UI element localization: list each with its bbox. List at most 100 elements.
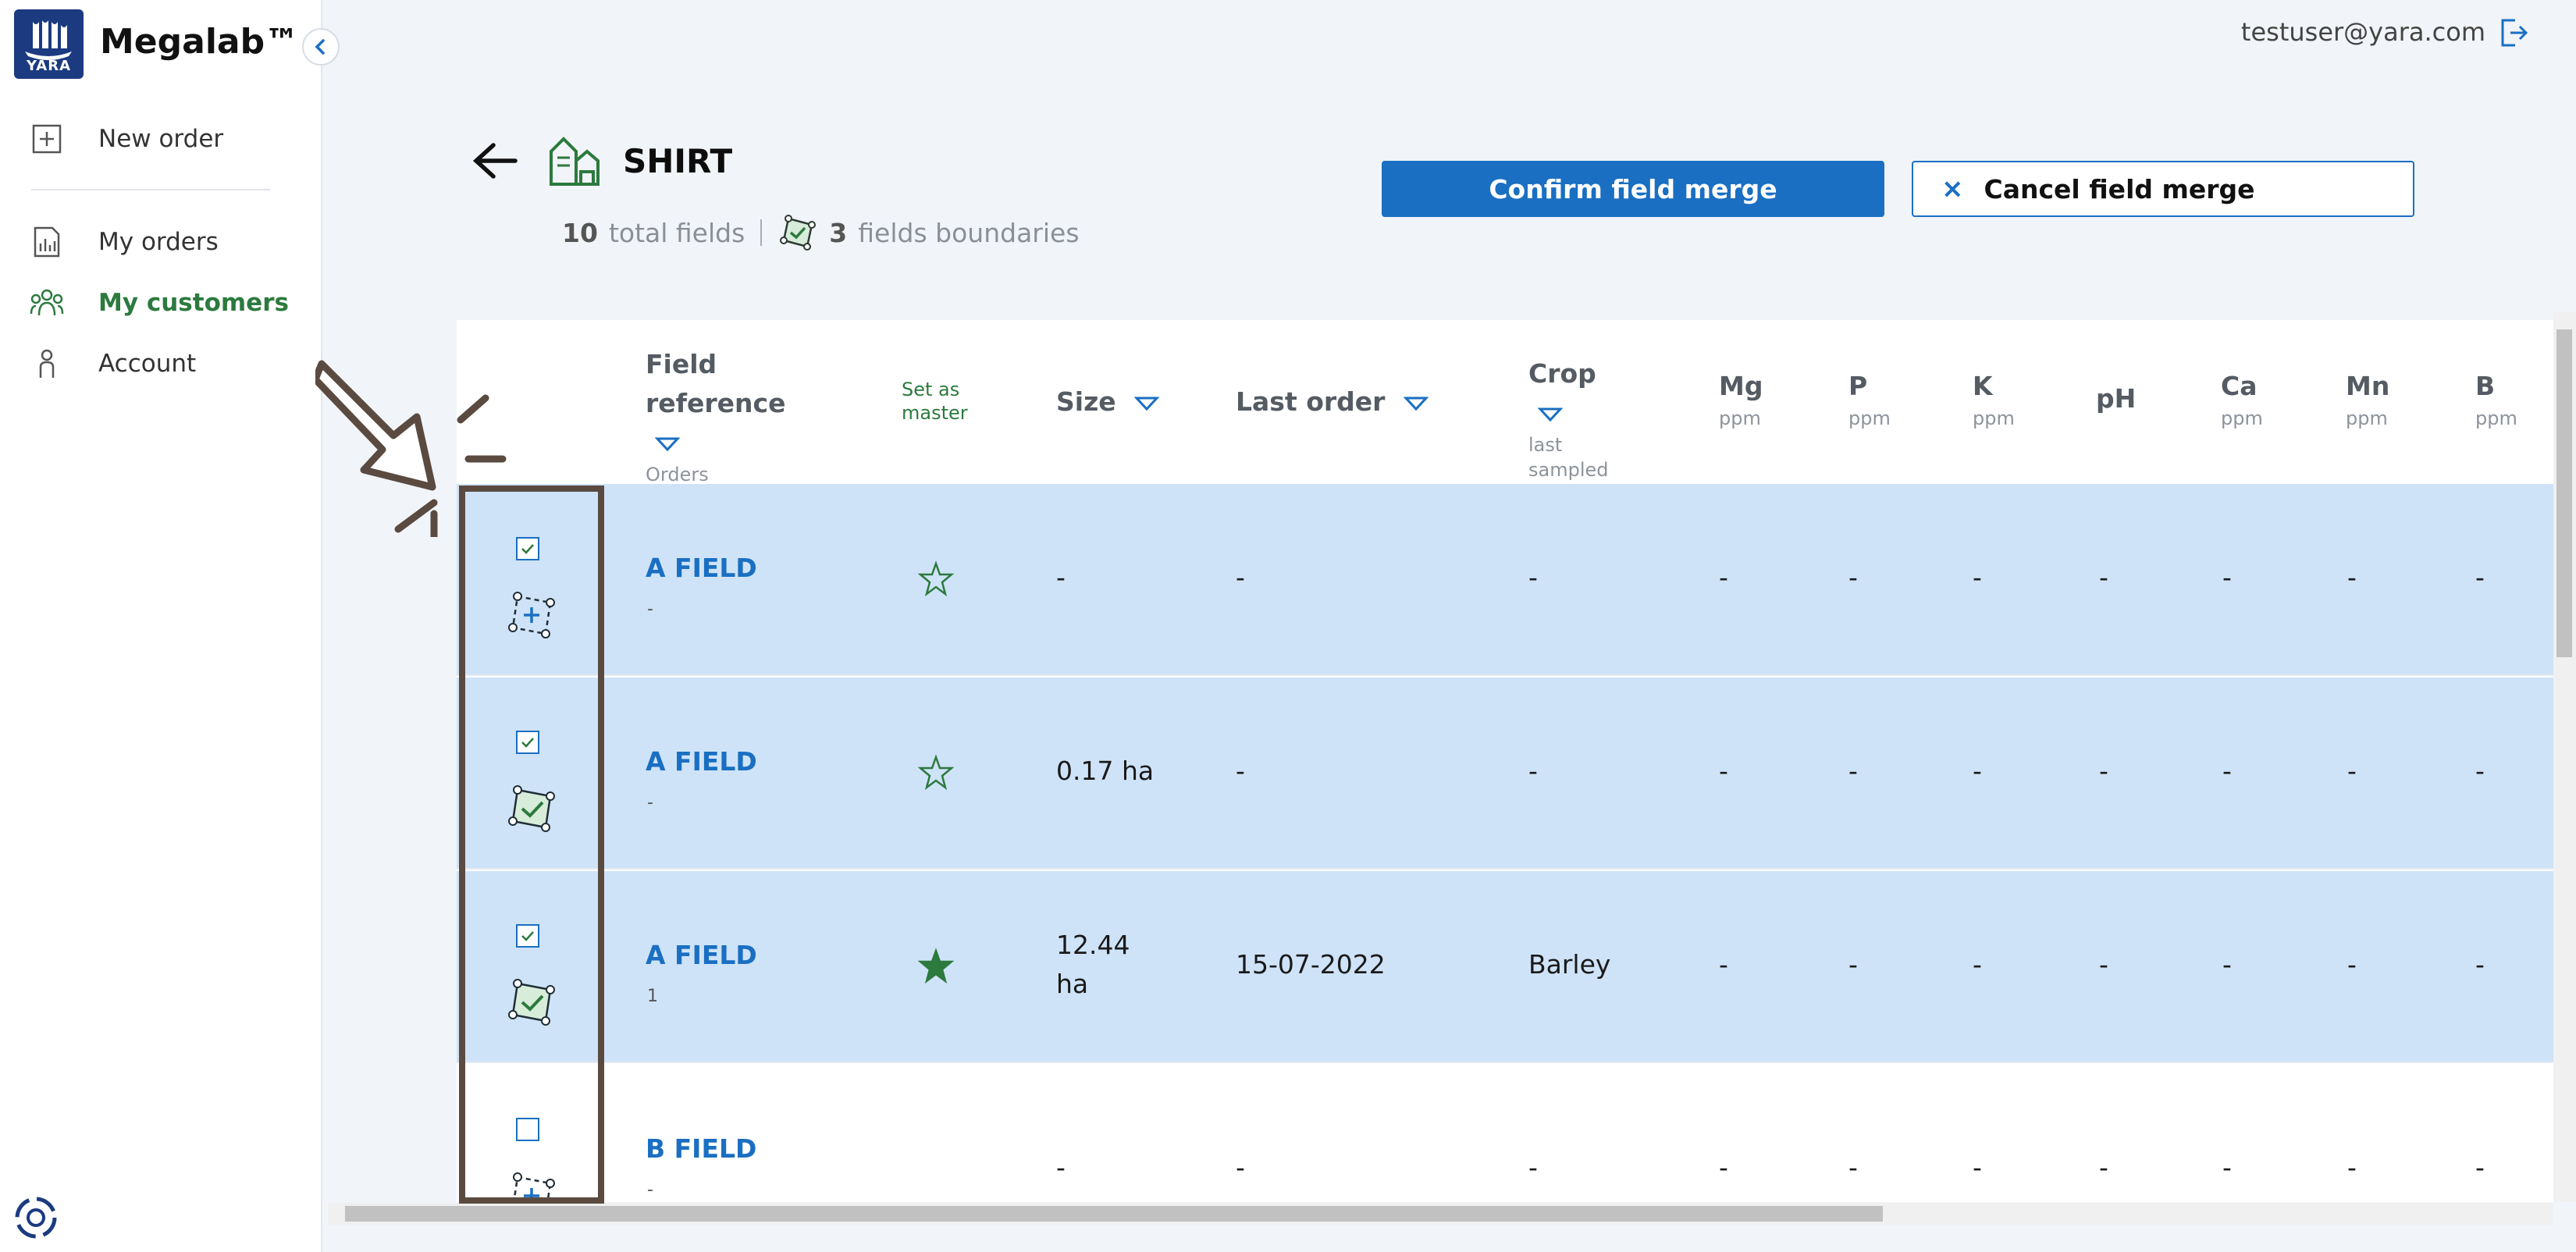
column-ca: Ca ppm bbox=[2221, 367, 2263, 431]
column-size[interactable]: Size bbox=[1056, 382, 1160, 421]
crop-value: - bbox=[1528, 756, 1538, 786]
crop-value: Barley bbox=[1528, 949, 1611, 980]
cancel-field-merge-button[interactable]: × Cancel field merge bbox=[1912, 161, 2414, 217]
field-name-link[interactable]: A FIELD bbox=[646, 553, 757, 583]
mg-value: - bbox=[1719, 756, 1728, 786]
mn-value: - bbox=[2347, 562, 2357, 592]
star-outline-icon[interactable] bbox=[917, 754, 955, 791]
sort-triangle-icon[interactable] bbox=[1538, 406, 1563, 423]
header-label: Crop bbox=[1528, 358, 1596, 389]
field-stats: 10 total fields 3 fields boundaries bbox=[562, 212, 1080, 253]
stats-separator bbox=[760, 219, 763, 246]
horizontal-scrollbar[interactable] bbox=[328, 1203, 2553, 1225]
sidebar-item-account[interactable]: Account bbox=[28, 342, 196, 386]
ph-value: - bbox=[2099, 1152, 2108, 1183]
star-outline-icon[interactable] bbox=[917, 560, 955, 598]
table-row[interactable]: A FIELD - - - - - - - - - - - bbox=[457, 484, 2553, 676]
checkmark-icon bbox=[521, 931, 534, 941]
vertical-scroll-thumb[interactable] bbox=[2556, 329, 2572, 657]
mg-value: - bbox=[1719, 949, 1728, 980]
header-unit: ppm bbox=[2221, 407, 2263, 429]
last-order-value: 15-07-2022 bbox=[1236, 949, 1386, 980]
total-fields-count: 10 bbox=[562, 217, 598, 248]
row-checkbox[interactable] bbox=[516, 731, 539, 754]
fields-table: Field reference Orders Set as master Siz… bbox=[457, 320, 2553, 1202]
ca-value: - bbox=[2222, 949, 2232, 980]
column-last-order[interactable]: Last order bbox=[1236, 382, 1429, 421]
last-order-value: - bbox=[1236, 756, 1245, 786]
pointer-arrow-icon bbox=[315, 360, 507, 537]
b-value: - bbox=[2475, 949, 2485, 980]
field-name-link[interactable]: B FIELD bbox=[646, 1133, 757, 1164]
ca-value: - bbox=[2222, 756, 2232, 786]
b-value: - bbox=[2475, 756, 2485, 786]
chevron-left-icon bbox=[315, 39, 325, 55]
logout-icon[interactable] bbox=[2498, 17, 2529, 48]
sidebar-item-label: Account bbox=[98, 350, 197, 378]
b-value: - bbox=[2475, 1152, 2485, 1183]
plus-square-icon bbox=[28, 120, 66, 158]
crop-value: - bbox=[1528, 562, 1538, 592]
table-row[interactable]: A FIELD 1 12.44 ha 15-07-2022 Barley - -… bbox=[457, 871, 2553, 1063]
sidebar-item-new-order[interactable]: New order bbox=[28, 117, 223, 161]
sort-triangle-icon[interactable] bbox=[1134, 395, 1160, 412]
table-row[interactable]: A FIELD - 0.17 ha - - - - - - - - - bbox=[457, 678, 2553, 870]
ph-value: - bbox=[2099, 949, 2108, 980]
k-value: - bbox=[1973, 562, 1982, 592]
user-email: testuser@yara.com bbox=[2240, 17, 2485, 47]
row-checkbox[interactable] bbox=[516, 1118, 539, 1141]
last-order-value: - bbox=[1236, 562, 1245, 592]
column-crop[interactable]: Crop last sampled bbox=[1528, 354, 1638, 482]
vertical-scrollbar[interactable] bbox=[2553, 312, 2576, 1202]
table-row[interactable]: B FIELD - - - - - - - - - - - bbox=[457, 1065, 2553, 1202]
ca-value: - bbox=[2222, 1152, 2232, 1183]
sort-triangle-icon[interactable] bbox=[1403, 395, 1429, 412]
k-value: - bbox=[1973, 756, 1982, 786]
checkmark-icon bbox=[521, 738, 534, 748]
size-number: 12.44 bbox=[1056, 930, 1130, 960]
back-arrow-icon[interactable] bbox=[471, 140, 518, 181]
ph-value: - bbox=[2099, 562, 2108, 592]
collapse-sidebar-button[interactable] bbox=[302, 28, 340, 66]
header-label: P bbox=[1848, 371, 1868, 401]
ca-value: - bbox=[2222, 562, 2232, 592]
field-orders: - bbox=[647, 1180, 653, 1200]
header-unit: ppm bbox=[1973, 407, 2015, 429]
sidebar-item-label: My orders bbox=[98, 228, 219, 256]
highlight-frame bbox=[459, 486, 604, 1204]
header-label: Last order bbox=[1236, 386, 1386, 417]
yara-logo[interactable]: YARA bbox=[14, 9, 84, 79]
mg-value: - bbox=[1719, 1152, 1728, 1183]
field-boundary-check-icon[interactable] bbox=[503, 779, 563, 838]
column-field-reference[interactable]: Field reference Orders bbox=[646, 345, 825, 487]
confirm-field-merge-button[interactable]: Confirm field merge bbox=[1382, 161, 1884, 217]
viking-ship-icon bbox=[25, 20, 72, 60]
size-value: 12.44 ha bbox=[1056, 926, 1130, 1004]
add-boundary-icon[interactable] bbox=[503, 585, 563, 645]
horizontal-scroll-thumb[interactable] bbox=[345, 1206, 1883, 1222]
header-unit: ppm bbox=[2475, 407, 2517, 429]
star-filled-icon[interactable] bbox=[917, 948, 955, 985]
row-checkbox[interactable] bbox=[516, 537, 539, 560]
header-label: Field reference bbox=[646, 349, 786, 418]
header-unit: ppm bbox=[1719, 407, 1761, 429]
farm-barn-icon bbox=[550, 137, 600, 186]
field-name-link[interactable]: A FIELD bbox=[646, 746, 757, 777]
header-unit: ppm bbox=[2346, 407, 2388, 429]
p-value: - bbox=[1848, 1152, 1858, 1183]
page-title: SHIRT bbox=[623, 142, 733, 180]
sort-triangle-icon[interactable] bbox=[655, 436, 680, 453]
last-order-value: - bbox=[1236, 1152, 1245, 1183]
sidebar-item-my-orders[interactable]: My orders bbox=[28, 220, 219, 264]
app-brand: Megalab™ bbox=[100, 22, 300, 62]
sidebar-item-my-customers[interactable]: My customers bbox=[28, 281, 289, 325]
size-unit: ha bbox=[1056, 969, 1089, 999]
row-checkbox[interactable] bbox=[516, 924, 539, 948]
close-icon: × bbox=[1941, 173, 1964, 205]
field-name-link[interactable]: A FIELD bbox=[646, 940, 757, 970]
footer-logo-icon bbox=[15, 1197, 57, 1239]
field-boundary-check-icon[interactable] bbox=[503, 973, 563, 1032]
column-mn: Mn ppm bbox=[2346, 367, 2389, 431]
